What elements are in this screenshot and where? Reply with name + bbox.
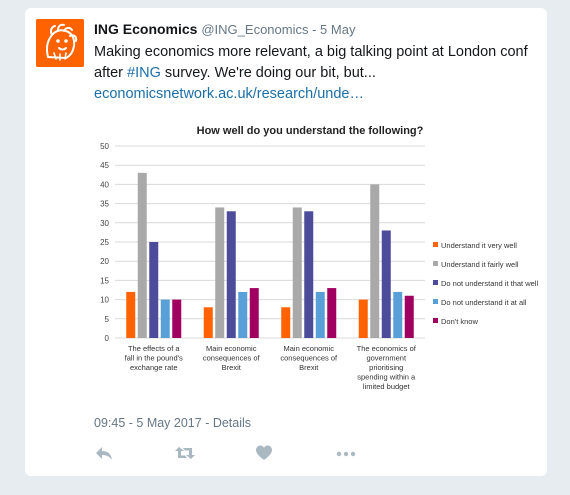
category-label: Brexit (222, 363, 242, 372)
y-tick-label: 25 (100, 238, 109, 247)
bar (327, 288, 337, 338)
legend-swatch (433, 242, 438, 247)
legend-swatch (433, 261, 438, 266)
y-tick-label: 20 (100, 257, 109, 266)
bar (215, 207, 225, 338)
more-button[interactable] (335, 444, 357, 464)
bar (126, 291, 136, 338)
category-label: The economics of (357, 344, 417, 353)
article-link[interactable]: economicsnetwork.ac.uk/research/unde… (94, 86, 364, 102)
category-label: limited budget (363, 382, 411, 391)
survey-chart-image[interactable]: How well do you understand the following… (85, 120, 547, 410)
category-label: government (366, 354, 407, 363)
tweet-date[interactable]: 5 May (320, 22, 356, 37)
category-label: fall in the pound's (125, 354, 183, 363)
category-label: exchange rate (130, 363, 178, 372)
bar (404, 295, 414, 338)
category-label: prioritising (369, 363, 403, 372)
bar (137, 172, 147, 338)
tweet-text-part: Making economics more relevant, a big ta… (94, 44, 528, 81)
y-tick-label: 35 (100, 200, 109, 209)
bar (381, 230, 391, 338)
y-tick-label: 30 (100, 219, 109, 228)
category-label: spending within a (357, 373, 416, 382)
category-label: Main economic (284, 344, 335, 353)
y-tick-label: 45 (100, 161, 109, 170)
y-tick-label: 10 (100, 296, 109, 305)
category-label: The effects of a (128, 344, 180, 353)
tweet-text-part: survey. We're doing our bit, but... (160, 65, 376, 81)
y-tick-label: 0 (105, 334, 110, 343)
legend-label: Don't know (441, 317, 478, 326)
bar (358, 299, 368, 338)
legend-swatch (433, 299, 438, 304)
y-tick-label: 15 (100, 276, 109, 285)
category-label: consequences of (280, 354, 338, 363)
more-dots-icon (336, 451, 356, 457)
bar (281, 307, 291, 338)
bar (226, 211, 236, 338)
display-name[interactable]: ING Economics (94, 21, 198, 37)
bar (370, 184, 380, 338)
timestamp-text[interactable]: 09:45 - 5 May 2017 (94, 416, 202, 430)
legend-label: Understand it very well (441, 241, 517, 250)
bar (172, 299, 182, 338)
bar-chart: How well do you understand the following… (100, 125, 538, 391)
category-label: consequences of (203, 354, 261, 363)
user-handle[interactable]: @ING_Economics (201, 22, 309, 37)
legend-swatch (433, 318, 438, 323)
details-link[interactable]: Details (212, 416, 252, 430)
category-label: Brexit (299, 363, 319, 372)
tweet-card: ING Economics @ING_Economics - 5 May Mak… (25, 8, 547, 476)
reply-icon (96, 447, 112, 460)
hashtag-link[interactable]: #ING (127, 65, 161, 81)
bar (315, 291, 325, 338)
ing-lion-logo-icon (36, 19, 84, 67)
ing-lion-logo-avatar[interactable] (36, 19, 84, 67)
tweet-header: ING Economics @ING_Economics - 5 May (94, 21, 534, 37)
tweet-timestamp: 09:45 - 5 May 2017 - Details (94, 416, 252, 430)
tweet-text: Making economics more relevant, a big ta… (94, 42, 534, 105)
y-tick-label: 5 (105, 315, 110, 324)
bar (304, 211, 314, 338)
bar (160, 299, 170, 338)
y-tick-label: 50 (100, 142, 109, 151)
bar (249, 288, 259, 338)
legend-label: Do not understand it at all (441, 298, 527, 307)
legend-label: Do not understand it that well (441, 279, 538, 288)
category-label: Main economic (206, 344, 257, 353)
like-button[interactable] (255, 444, 277, 464)
reply-button[interactable] (94, 444, 116, 464)
heart-icon (256, 445, 272, 460)
tweet-actions (94, 444, 394, 466)
retweet-icon (175, 447, 195, 459)
legend-swatch (433, 280, 438, 285)
separator: - (308, 22, 321, 37)
y-tick-label: 40 (100, 180, 109, 189)
chart-title: How well do you understand the following… (197, 125, 424, 137)
bar (238, 291, 248, 338)
bar (393, 291, 403, 338)
bar (203, 307, 213, 338)
legend-label: Understand it fairly well (441, 260, 519, 269)
bar (149, 242, 159, 338)
bar (292, 207, 302, 338)
retweet-button[interactable] (174, 444, 196, 464)
